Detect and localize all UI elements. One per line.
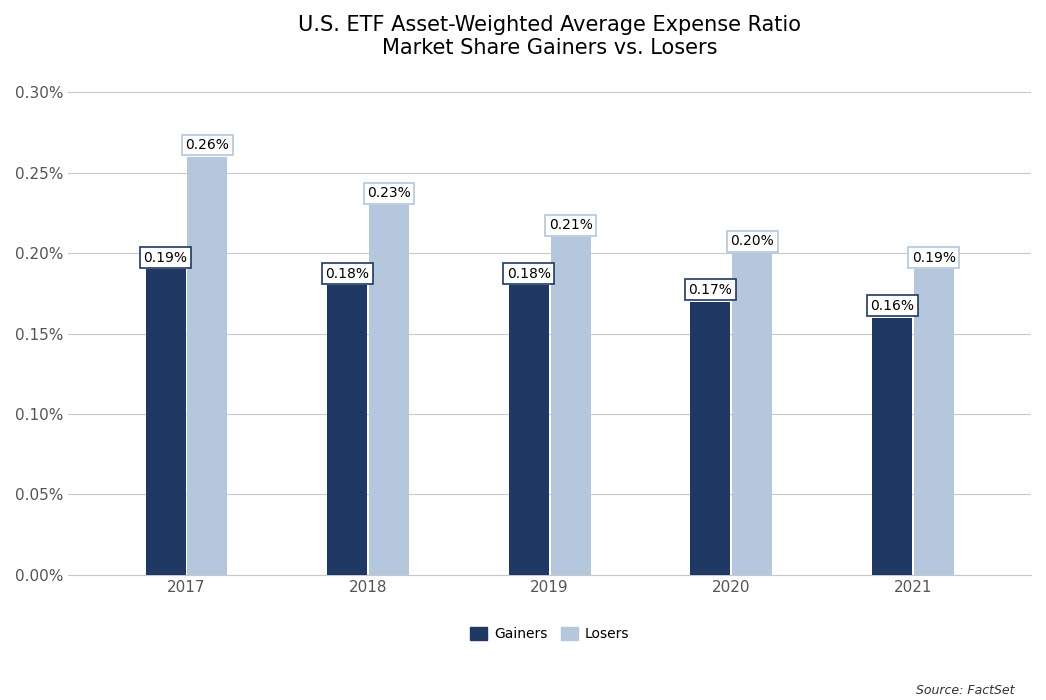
Bar [145, 270, 185, 575]
Bar [369, 205, 409, 575]
Text: 0.21%: 0.21% [549, 218, 592, 232]
Text: 0.16%: 0.16% [870, 299, 914, 313]
Text: Source: FactSet: Source: FactSet [916, 683, 1015, 696]
Bar [508, 286, 549, 575]
Bar [914, 270, 954, 575]
Text: 0.26%: 0.26% [185, 138, 229, 152]
Bar [550, 237, 591, 575]
Legend: Gainers, Losers: Gainers, Losers [464, 622, 635, 647]
Bar [187, 157, 227, 575]
Text: 0.23%: 0.23% [367, 186, 411, 200]
Text: 0.17%: 0.17% [688, 283, 732, 297]
Text: 0.19%: 0.19% [143, 251, 187, 265]
Text: 0.19%: 0.19% [912, 251, 956, 265]
Bar [732, 253, 772, 575]
Bar [327, 286, 367, 575]
Text: 0.18%: 0.18% [325, 267, 369, 281]
Text: 0.18%: 0.18% [507, 267, 551, 281]
Bar [690, 302, 730, 575]
Text: 0.20%: 0.20% [730, 234, 774, 248]
Title: U.S. ETF Asset-Weighted Average Expense Ratio
Market Share Gainers vs. Losers: U.S. ETF Asset-Weighted Average Expense … [298, 15, 801, 58]
Bar [872, 318, 912, 575]
